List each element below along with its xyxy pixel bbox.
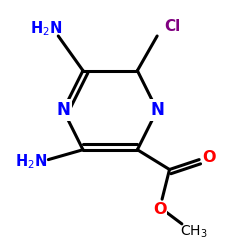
Text: N: N (56, 101, 70, 119)
Text: N: N (150, 101, 164, 119)
Text: O: O (153, 202, 166, 216)
Text: H$_2$N: H$_2$N (30, 19, 62, 38)
Text: Cl: Cl (164, 18, 180, 34)
Text: O: O (202, 150, 216, 165)
Text: H$_2$N: H$_2$N (15, 153, 47, 172)
Text: CH$_3$: CH$_3$ (180, 223, 208, 240)
